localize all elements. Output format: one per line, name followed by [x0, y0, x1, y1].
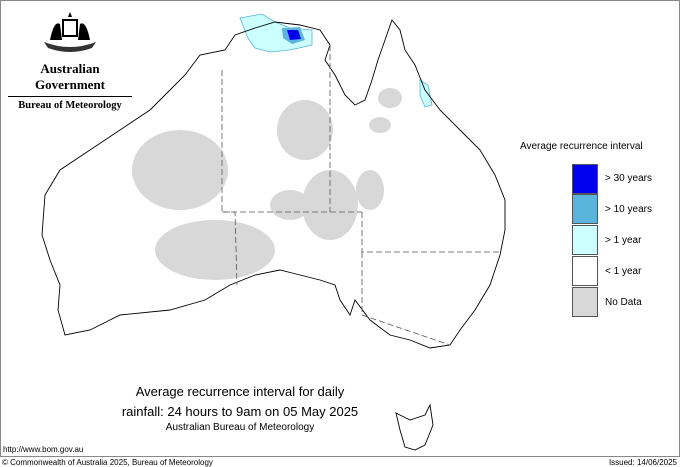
no-data-area [270, 190, 310, 220]
australia-map [41, 13, 506, 451]
no-data-areas [132, 88, 402, 280]
area-over-1-year-qld [419, 79, 433, 108]
tasmania-outline [395, 403, 434, 451]
bom-url-link[interactable]: http://www.bom.gov.au [3, 445, 84, 454]
no-data-area [302, 170, 358, 240]
logo-line-2: Bureau of Meteorology [8, 96, 132, 111]
area-over-30-years [287, 30, 301, 40]
mainland-outline [41, 19, 506, 349]
copyright: © Commonwealth of Australia 2025, Bureau… [2, 458, 213, 467]
legend-title: Average recurrence interval [520, 141, 643, 152]
legend-swatch-over-10-years [572, 194, 598, 224]
coat-of-arms-icon [44, 12, 96, 52]
no-data-area [378, 88, 402, 108]
legend-label: No Data [605, 297, 642, 308]
map-title-line-2: rainfall: 24 hours to 9am on 05 May 2025 [121, 404, 359, 419]
border-qld-sa [361, 212, 500, 253]
australian-government-logo: Australian Government Bureau of Meteorol… [8, 10, 132, 111]
border-wa [221, 70, 238, 286]
legend-swatch-over-30-years [572, 164, 598, 194]
legend-label: > 1 year [605, 235, 642, 246]
state-borders [221, 45, 500, 346]
no-data-area [356, 170, 384, 210]
legend-swatch-over-1-year [572, 225, 598, 255]
no-data-area [277, 100, 333, 160]
legend-label: > 30 years [605, 173, 652, 184]
issued-date: Issued: 14/06/2025 [608, 458, 677, 467]
legend-label: < 1 year [605, 266, 642, 277]
legend: Average recurrence interval > 30 years >… [520, 141, 670, 317]
rainfall-areas [239, 13, 433, 108]
no-data-area [132, 130, 228, 210]
border-sa-nsw [361, 252, 451, 346]
map-title-line-1: Average recurrence interval for daily [135, 384, 345, 399]
no-data-area [155, 220, 275, 280]
legend-swatch-under-1-year [572, 256, 598, 286]
legend-swatch-no-data [572, 287, 598, 317]
map-source: Australian Bureau of Meteorology [165, 422, 315, 433]
no-data-area [369, 117, 391, 133]
legend-label: > 10 years [605, 204, 652, 215]
logo-line-1: Australian Government [34, 61, 106, 92]
